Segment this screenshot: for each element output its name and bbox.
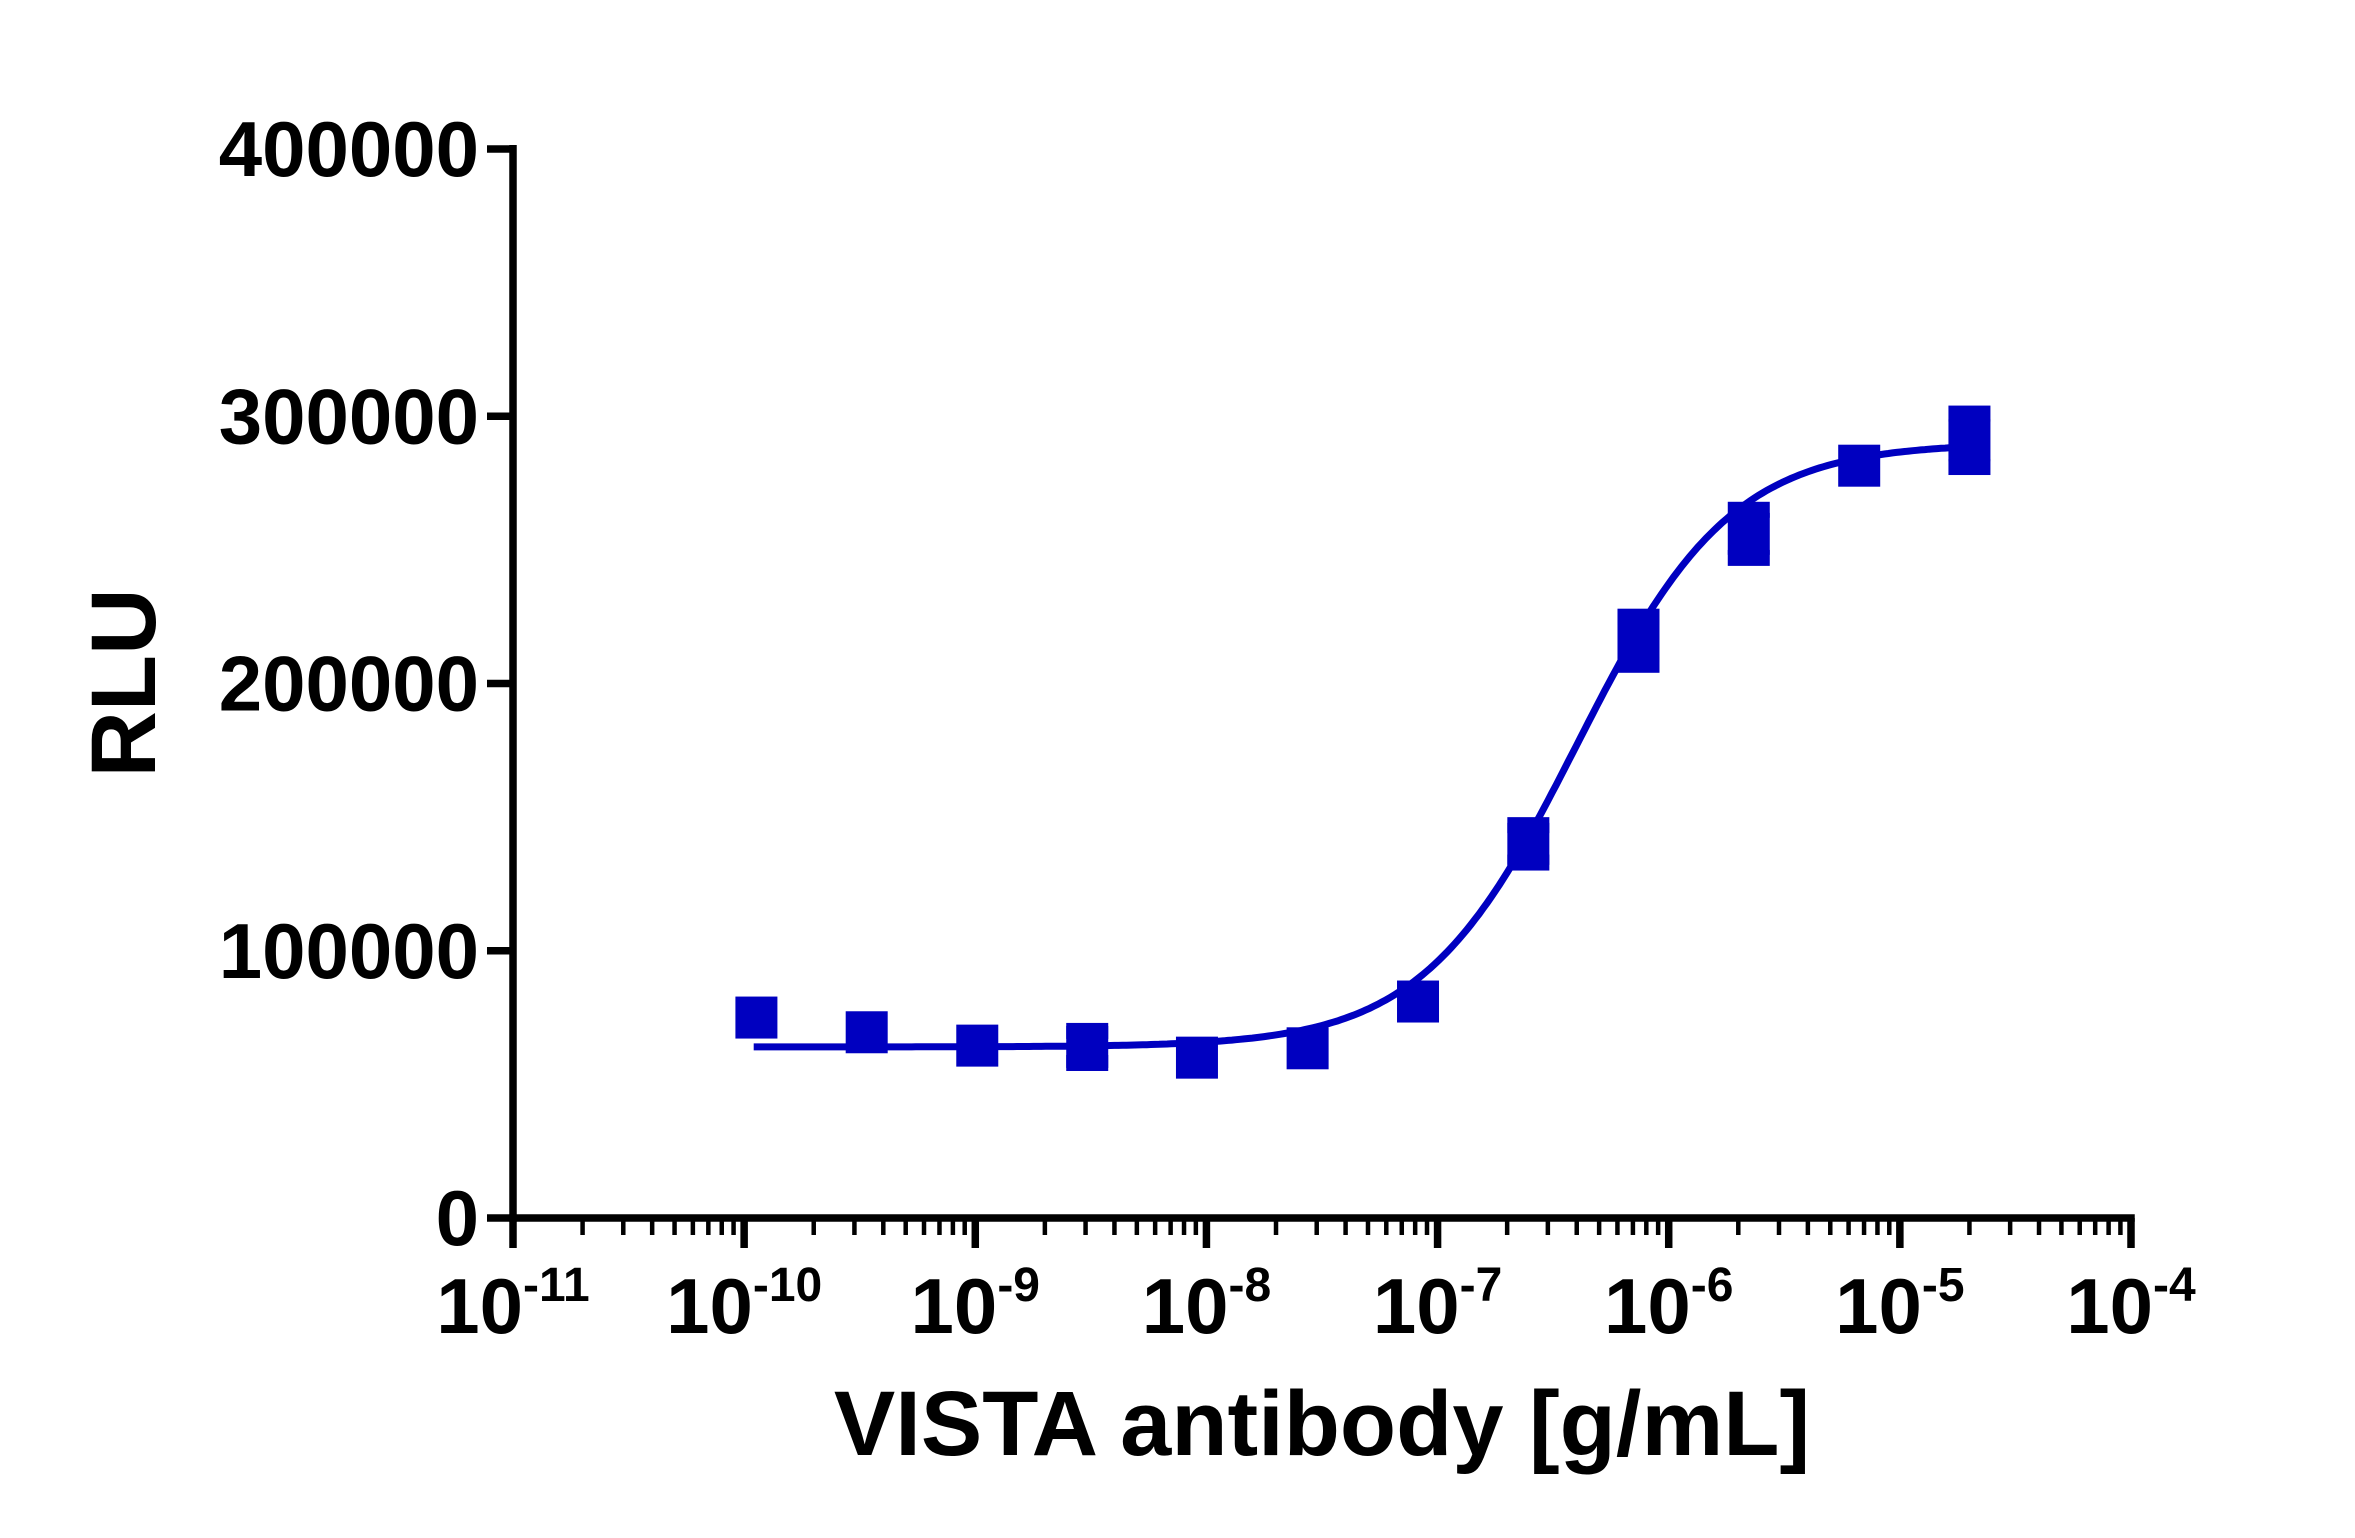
data-point — [1727, 501, 1770, 566]
x-tick-base: 10 — [911, 1262, 998, 1350]
square-marker — [1175, 1036, 1218, 1079]
error-bar-cap — [1948, 405, 1991, 422]
x-tick-base: 10 — [1835, 1262, 1922, 1350]
x-tick-exponent: -8 — [1228, 1259, 1271, 1312]
x-tick-base: 10 — [2066, 1262, 2153, 1350]
square-marker — [1948, 419, 1991, 462]
square-marker — [1286, 1027, 1329, 1070]
x-tick-exponent: -6 — [1691, 1259, 1734, 1312]
data-points-layer — [735, 405, 1991, 1079]
square-marker — [1397, 980, 1440, 1023]
y-tick-label: 0 — [436, 1174, 479, 1262]
data-point — [1397, 980, 1440, 1023]
y-tick-label: 100000 — [219, 907, 479, 995]
data-point — [1286, 1027, 1329, 1070]
data-point — [1617, 608, 1660, 673]
x-tick-exponent: -5 — [1922, 1259, 1965, 1312]
x-tick-label: 10-5 — [1835, 1259, 1964, 1350]
x-tick-base: 10 — [666, 1262, 753, 1350]
x-tick-label: 10-6 — [1604, 1259, 1733, 1350]
y-axis-title: RLU — [73, 588, 175, 777]
data-point — [1838, 444, 1881, 487]
fit-curve-layer — [753, 443, 1970, 1051]
y-tick-label: 400000 — [219, 105, 479, 193]
fit-curve-line — [753, 443, 1970, 1051]
x-tick-label: 10-9 — [911, 1259, 1040, 1350]
x-axis-title: VISTA antibody [g/mL] — [834, 1373, 1810, 1475]
x-tick-label: 10-11 — [436, 1259, 590, 1350]
x-tick-exponent: -7 — [1460, 1259, 1503, 1312]
x-tick-label: 10-8 — [1142, 1259, 1271, 1350]
square-marker — [1066, 1025, 1109, 1068]
x-tick-label: 10-4 — [2066, 1259, 2196, 1350]
square-marker — [1838, 444, 1881, 487]
x-tick-base: 10 — [1604, 1262, 1691, 1350]
data-point — [956, 1024, 999, 1067]
x-tick-base: 10 — [1373, 1262, 1460, 1350]
data-point — [1948, 405, 1991, 476]
data-point — [735, 996, 778, 1039]
x-tick-base: 10 — [1142, 1262, 1229, 1350]
x-tick-base: 10 — [436, 1262, 523, 1350]
error-bar-cap — [1948, 459, 1991, 476]
x-tick-exponent: -10 — [753, 1259, 822, 1312]
square-marker — [735, 996, 778, 1039]
square-marker — [1617, 619, 1660, 662]
square-marker — [1727, 512, 1770, 555]
data-point — [1175, 1036, 1218, 1079]
x-tick-exponent: -9 — [997, 1259, 1040, 1312]
y-tick-label: 300000 — [219, 372, 479, 460]
x-tick-label: 10-7 — [1373, 1259, 1502, 1350]
square-marker — [1507, 822, 1550, 865]
x-tick-label: 10-10 — [666, 1259, 822, 1350]
data-point — [1066, 1022, 1109, 1071]
square-marker — [956, 1024, 999, 1067]
x-tick-exponent: -11 — [523, 1259, 590, 1312]
y-tick-label: 200000 — [219, 640, 479, 728]
data-point — [1507, 817, 1550, 871]
x-tick-exponent: -4 — [2153, 1259, 2196, 1312]
data-point — [845, 1011, 888, 1054]
square-marker — [845, 1011, 888, 1054]
